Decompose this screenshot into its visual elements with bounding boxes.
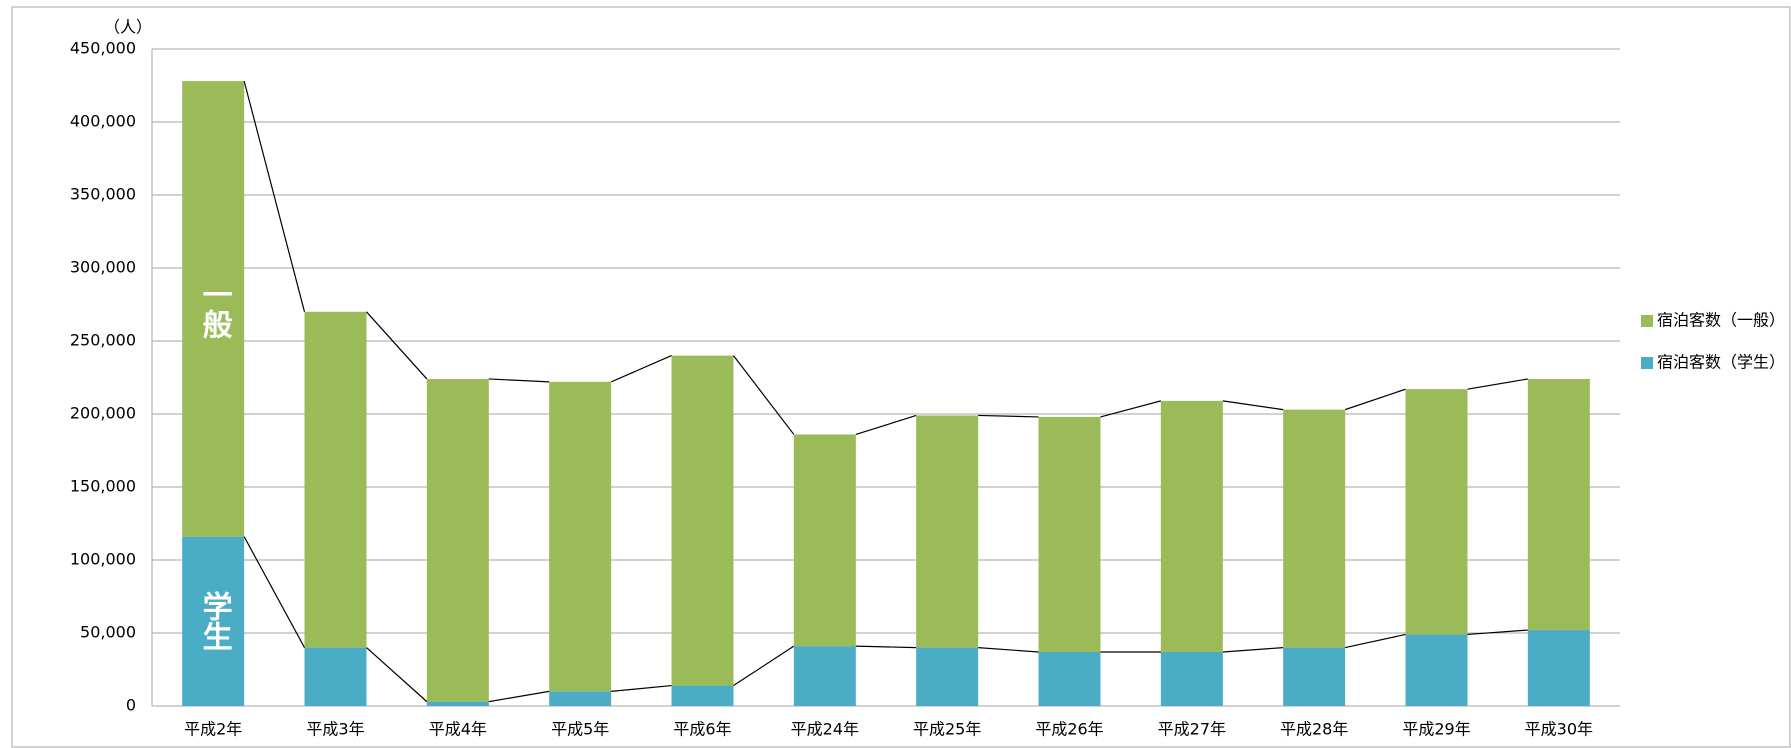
bar-segment: [549, 691, 612, 706]
bar-segment: [1405, 389, 1468, 635]
connector-line: [1467, 629, 1528, 636]
bar-annotation: 一般: [197, 279, 233, 340]
x-tick-label: 平成5年: [551, 720, 609, 739]
y-tick-label: 150,000: [70, 477, 136, 496]
connector-line: [610, 355, 672, 383]
chart-frame: [11, 6, 1791, 748]
x-tick-label: 平成2年: [184, 720, 242, 739]
bar-segment: [1038, 416, 1101, 652]
connector-line: [978, 647, 1039, 653]
connector-line: [1222, 647, 1284, 653]
x-tick-label: 平成25年: [913, 720, 981, 739]
bar-segment: [793, 646, 856, 706]
bar-segment: [793, 434, 856, 647]
connector-line: [1222, 400, 1284, 411]
connector-line: [1100, 400, 1161, 418]
y-tick-label: 450,000: [70, 39, 136, 58]
y-tick-label: 0: [126, 696, 136, 715]
connector-line: [488, 690, 550, 703]
x-tick-label: 平成30年: [1525, 720, 1593, 739]
y-tick-label: 300,000: [70, 258, 136, 277]
bar-segment: [549, 381, 612, 692]
legend-swatch: [1641, 315, 1653, 327]
connector-line: [1345, 633, 1406, 649]
bar-segment: [1283, 409, 1346, 648]
bar-annotation: 学生: [197, 591, 233, 652]
bar-segment: [1160, 651, 1223, 706]
y-unit: （人）: [104, 18, 152, 37]
connector-line: [733, 645, 795, 687]
connector-line: [733, 355, 795, 435]
bar-segment: [916, 415, 979, 648]
bar-segment: [1405, 634, 1468, 706]
bar-segment: [916, 647, 979, 706]
connector-line: [978, 414, 1039, 418]
bar-segment: [671, 355, 734, 686]
bar-segment: [1038, 651, 1101, 706]
x-tick-label: 平成4年: [429, 720, 487, 739]
bar-segment: [182, 81, 245, 537]
y-tick-label: 250,000: [70, 331, 136, 350]
bar-segment: [1283, 647, 1346, 706]
bar-segment: [304, 647, 367, 706]
x-tick-label: 平成29年: [1402, 720, 1470, 739]
x-tick-label: 平成26年: [1035, 720, 1103, 739]
y-tick-label: 50,000: [80, 623, 136, 642]
y-tick-label: 100,000: [70, 550, 136, 569]
x-tick-label: 平成6年: [673, 720, 731, 739]
legend-swatch: [1641, 357, 1653, 369]
connector-line: [243, 536, 306, 648]
connector-line: [1467, 378, 1528, 390]
connector-line: [366, 311, 428, 380]
bar-segment: [426, 378, 489, 702]
y-tick-label: 200,000: [70, 404, 136, 423]
bar-segment: [1160, 400, 1223, 652]
connector-line: [855, 645, 917, 649]
connector-line: [366, 647, 428, 703]
bar-segment: [182, 536, 245, 706]
bar-segment: [426, 701, 489, 706]
connector-line: [243, 80, 306, 312]
connector-line: [1344, 388, 1406, 411]
y-tick-label: 400,000: [70, 112, 136, 131]
x-tick-label: 平成28年: [1280, 720, 1348, 739]
bar-segment: [304, 311, 367, 648]
x-tick-label: 平成24年: [791, 720, 859, 739]
y-tick-label: 350,000: [70, 185, 136, 204]
x-tick-label: 平成3年: [306, 720, 364, 739]
bar-segment: [1527, 378, 1590, 631]
legend-label: 宿泊客数（一般）: [1657, 311, 1785, 330]
x-tick-label: 平成27年: [1158, 720, 1226, 739]
legend-label: 宿泊客数（学生）: [1657, 353, 1785, 372]
connector-line: [855, 414, 917, 436]
connector-line: [488, 378, 550, 383]
connector-line: [611, 684, 672, 692]
bar-segment: [1527, 630, 1590, 706]
bar-segment: [671, 685, 734, 706]
